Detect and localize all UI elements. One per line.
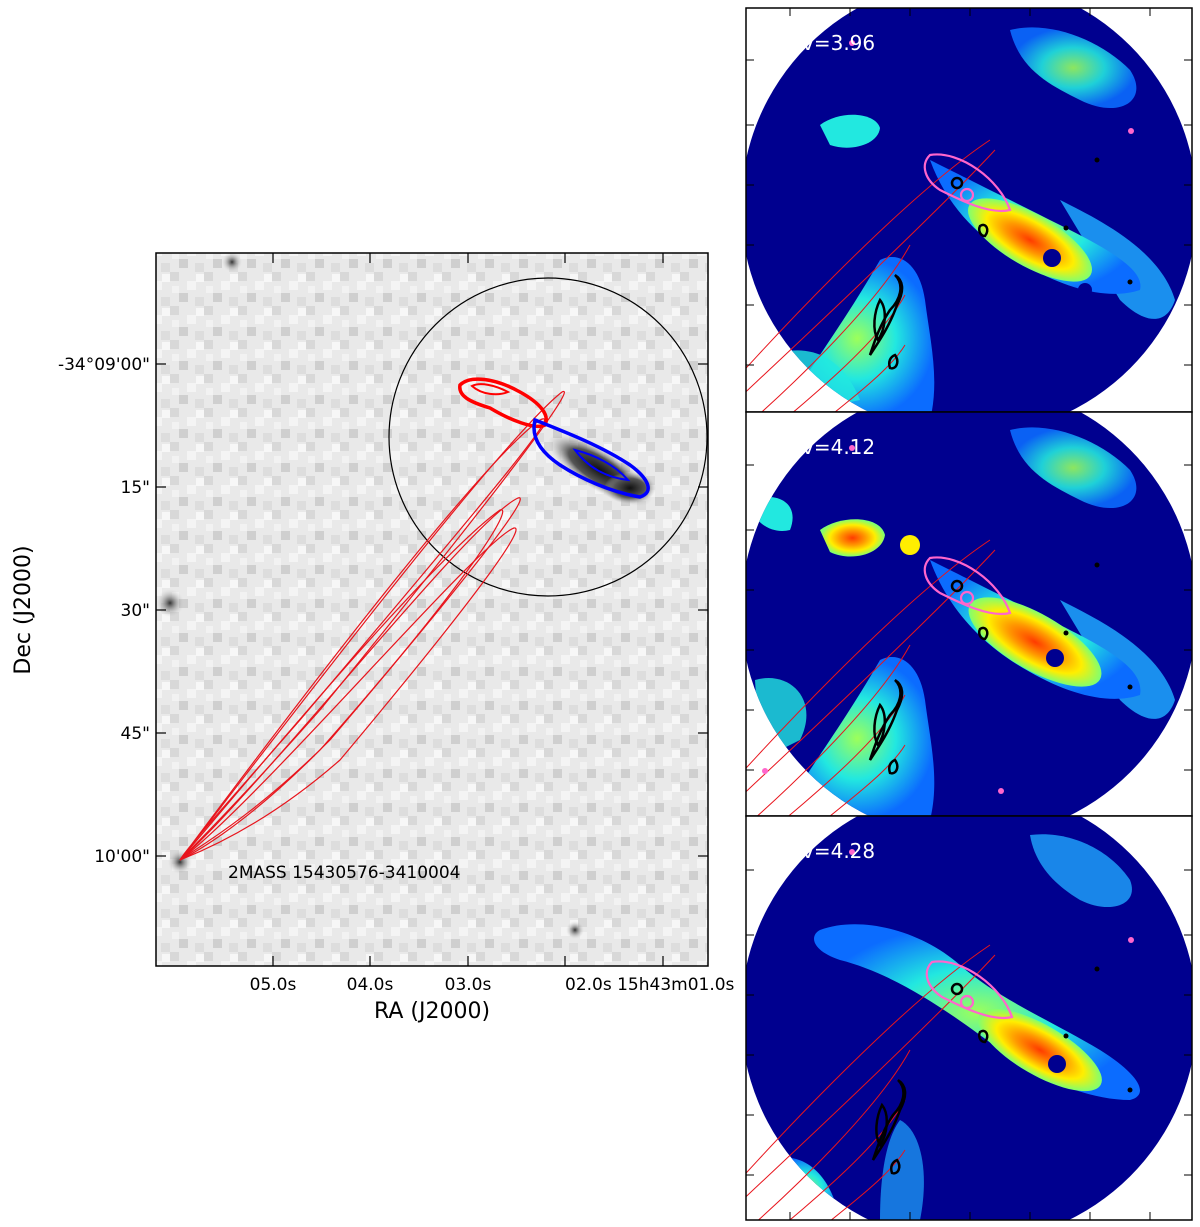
- pink-dots: [849, 849, 1134, 943]
- right-panel-ticks: [746, 8, 1192, 1220]
- position-angle-ellipses: [746, 944, 996, 1220]
- y-tick-label: 10'00": [94, 847, 150, 867]
- velocity-label: v=3.96: [802, 31, 875, 55]
- panel-frame: [745, 815, 1193, 1221]
- greyscale-image: [156, 253, 708, 966]
- y-axis-title: Dec (J2000): [11, 545, 36, 674]
- x-axis-title: RA (J2000): [374, 999, 490, 1024]
- left-panel: 05.0s 04.0s 03.0s 02.0s 15h43m01.0s -34°…: [11, 252, 735, 1024]
- x-tick-label: 03.0s: [445, 975, 492, 995]
- blueshifted-lobe: [532, 417, 650, 499]
- y-tick-label: -34°09'00": [58, 355, 150, 375]
- channel-map-panel: v=4.28: [745, 815, 1193, 1221]
- x-tick-label: 04.0s: [347, 975, 394, 995]
- y-tick-label: 30": [121, 601, 150, 621]
- x-tick-label: 02.0s 15h43m01.0s: [565, 975, 735, 995]
- y-tick-label: 45": [121, 724, 150, 744]
- velocity-label: v=4.28: [802, 839, 875, 863]
- y-tick-label: 15": [121, 478, 150, 498]
- pink-contours: [923, 556, 1012, 616]
- black-dots: [1063, 966, 1133, 1093]
- black-contours: [868, 579, 989, 775]
- redshifted-inner: [470, 383, 511, 396]
- pink-dots: [762, 445, 1004, 794]
- black-dots: [1063, 562, 1133, 690]
- black-dots: [1063, 157, 1133, 285]
- pink-contours: [925, 960, 1014, 1020]
- channel-map-panel: v=3.96: [745, 7, 1193, 413]
- left-ticks: [156, 253, 708, 966]
- velocity-label: v=4.12: [802, 435, 875, 459]
- pink-contours: [923, 153, 1012, 213]
- black-contours: [871, 982, 989, 1175]
- channel-map-panel: v=4.12: [745, 411, 1193, 817]
- primary-beam-circle: [388, 277, 708, 597]
- source-label: 2MASS 15430576-3410004: [228, 863, 460, 883]
- pink-dots: [849, 40, 1134, 134]
- black-contours: [868, 176, 989, 370]
- blueshifted-inner: [572, 448, 631, 482]
- x-tick-label: 05.0s: [250, 975, 297, 995]
- outflow-contours: [458, 377, 650, 499]
